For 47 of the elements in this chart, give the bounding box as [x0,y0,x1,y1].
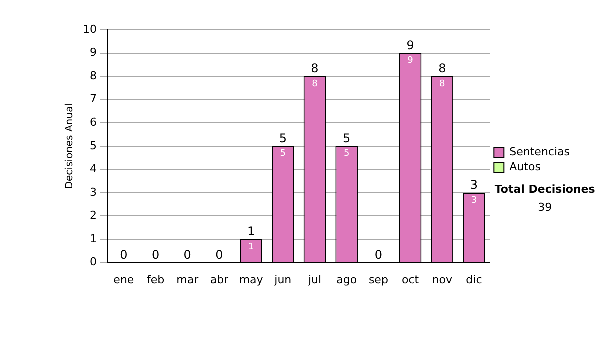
total-label: 5 [279,132,287,146]
x-tick-label: sep [368,273,388,286]
data-label: 8 [312,79,318,90]
y-axis-title: Decisiones Anual [64,104,76,190]
x-tick-label: jul [307,273,322,286]
y-tick-label: 2 [90,209,97,222]
data-label: 3 [471,196,478,206]
x-tick-label: dic [466,273,482,286]
total-label: 0 [120,248,128,262]
total-label: 0 [152,248,160,262]
total-label: 0 [216,248,224,262]
total-label: 3 [470,178,478,192]
y-tick-label: 1 [90,232,97,246]
x-tick-label: feb [146,273,165,286]
total-label: 9 [406,38,414,52]
y-tick-label: 4 [90,162,97,176]
x-tick-label: ago [336,273,358,286]
x-tick-label: mar [176,273,200,286]
y-tick-label: 0 [90,256,97,269]
y-tick-label: 3 [90,186,97,199]
y-tick-label: 7 [90,92,97,106]
x-tick-label: oct [402,273,420,286]
data-label: 1 [248,242,254,252]
text: Total Decisiones [494,182,596,196]
y-tick-label: 6 [90,116,97,129]
x-tick-label: nov [432,273,453,286]
legend-label: Sentencias [510,145,570,158]
data-label: 9 [408,56,414,66]
data-label: 5 [344,149,350,160]
data-label: 5 [280,149,286,160]
total-label: 1 [247,224,256,239]
x-tick-label: ene [114,273,134,286]
total-label: 8 [311,62,319,76]
x-tick-label: jun [274,273,292,286]
data-label: 8 [440,79,446,90]
x-tick-label: abr [210,273,230,286]
total-label: 5 [343,132,351,146]
text: 39 [538,200,552,214]
total-label: 8 [438,62,446,76]
y-tick-label: 10 [82,22,97,36]
y-tick-label: 8 [90,69,97,82]
x-tick-label: may [239,273,264,286]
y-tick-label: 9 [90,46,97,60]
legend-label: Autos [510,160,542,174]
y-tick-label: 5 [90,139,97,152]
total-label: 0 [374,248,383,262]
total-label: 0 [184,248,192,262]
